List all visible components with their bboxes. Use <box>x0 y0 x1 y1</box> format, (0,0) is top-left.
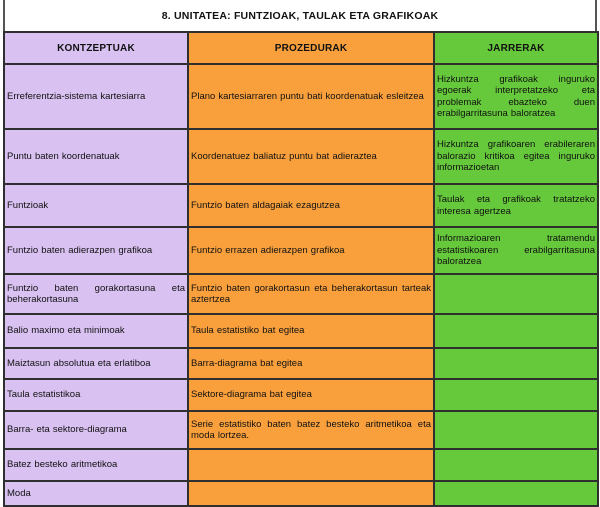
cell-prozedurak: Serie estatistiko baten batez besteko ar… <box>187 410 435 450</box>
table-row: Puntu baten koordenatuak Koordenatuez bal… <box>3 128 599 185</box>
table-row: Batez besteko aritmetikoa <box>3 448 599 482</box>
cell-jarrerak <box>433 448 599 482</box>
cell-jarrerak: Hizkuntza grafikoaren erabileraren balor… <box>433 128 599 185</box>
cell-kontzeptuak: Erreferentzia-sistema kartesiarra <box>3 63 189 130</box>
table-row: Maiztasun absolutua eta erlatiboa Barra-d… <box>3 347 599 380</box>
cell-prozedurak: Taula estatistiko bat egitea <box>187 313 435 349</box>
table-row: Funtzioak Funtzio baten aldagaiak ezagutz… <box>3 183 599 228</box>
cell-kontzeptuak: Taula estatistikoa <box>3 378 189 412</box>
table-row: Erreferentzia-sistema kartesiarra Plano k… <box>3 63 599 130</box>
table-body: Erreferentzia-sistema kartesiarra Plano k… <box>3 63 599 507</box>
cell-kontzeptuak: Funtzio baten adierazpen grafikoa <box>3 226 189 275</box>
cell-kontzeptuak: Barra- eta sektore-diagrama <box>3 410 189 450</box>
cell-prozedurak: Barra-diagrama bat egitea <box>187 347 435 380</box>
column-header-kontzeptuak: KONTZEPTUAK <box>3 31 189 65</box>
cell-prozedurak: Sektore-diagrama bat egitea <box>187 378 435 412</box>
table-row: Balio maximo eta minimoak Taula estatisti… <box>3 313 599 349</box>
cell-prozedurak: Plano kartesiarraren puntu bati koordena… <box>187 63 435 130</box>
table-row: Barra- eta sektore-diagrama Serie estatis… <box>3 410 599 450</box>
cell-jarrerak: Hizkuntza grafikoak inguruko egoerak int… <box>433 63 599 130</box>
cell-jarrerak <box>433 313 599 349</box>
unit-table: KONTZEPTUAK PROZEDURAK JARRERAK Errefere… <box>3 31 599 507</box>
cell-jarrerak <box>433 410 599 450</box>
cell-kontzeptuak: Batez besteko aritmetikoa <box>3 448 189 482</box>
cell-jarrerak <box>433 378 599 412</box>
header-row: KONTZEPTUAK PROZEDURAK JARRERAK <box>3 31 599 65</box>
cell-jarrerak <box>433 480 599 507</box>
cell-prozedurak: Funtzio errazen adierazpen grafikoa <box>187 226 435 275</box>
cell-jarrerak <box>433 273 599 315</box>
cell-kontzeptuak: Balio maximo eta minimoak <box>3 313 189 349</box>
table-title: 8. UNITATEA: FUNTZIOAK, TAULAK ETA GRAFI… <box>3 0 597 31</box>
column-header-jarrerak: JARRERAK <box>433 31 599 65</box>
unit-table-sheet: 8. UNITATEA: FUNTZIOAK, TAULAK ETA GRAFI… <box>3 0 599 507</box>
cell-kontzeptuak: Funtzioak <box>3 183 189 228</box>
cell-kontzeptuak: Puntu baten koordenatuak <box>3 128 189 185</box>
cell-prozedurak: Koordenatuez baliatuz puntu bat adierazt… <box>187 128 435 185</box>
table-row: Taula estatistikoa Sektore-diagrama bat e… <box>3 378 599 412</box>
cell-kontzeptuak: Funtzio baten gorakortasuna eta beherako… <box>3 273 189 315</box>
cell-prozedurak: Funtzio baten gorakortasun eta beherakor… <box>187 273 435 315</box>
table-row: Funtzio baten adierazpen grafikoa Funtzio… <box>3 226 599 275</box>
cell-jarrerak: Informazioaren tratamendu estatistikoare… <box>433 226 599 275</box>
cell-kontzeptuak: Maiztasun absolutua eta erlatiboa <box>3 347 189 380</box>
cell-jarrerak <box>433 347 599 380</box>
table-header: KONTZEPTUAK PROZEDURAK JARRERAK <box>3 31 599 65</box>
cell-prozedurak <box>187 480 435 507</box>
cell-prozedurak: Funtzio baten aldagaiak ezagutzea <box>187 183 435 228</box>
cell-prozedurak <box>187 448 435 482</box>
table-row: Moda <box>3 480 599 507</box>
table-row: Funtzio baten gorakortasuna eta beherako… <box>3 273 599 315</box>
cell-kontzeptuak: Moda <box>3 480 189 507</box>
column-header-prozedurak: PROZEDURAK <box>187 31 435 65</box>
cell-jarrerak: Taulak eta grafikoak tratatzeko interesa… <box>433 183 599 228</box>
